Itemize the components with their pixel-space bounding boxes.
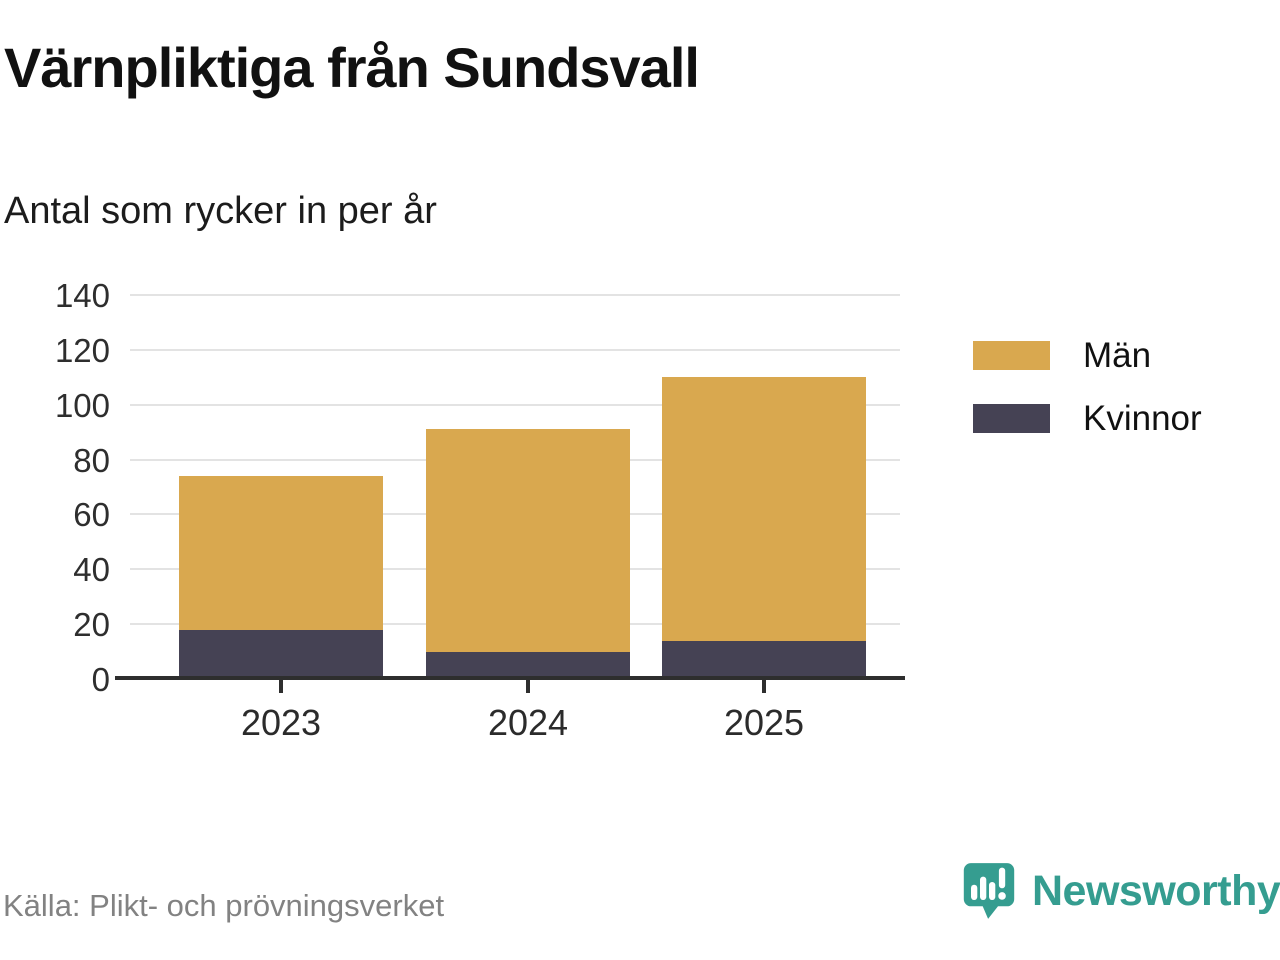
y-tick-label-0: 0 xyxy=(91,661,110,698)
legend-label-män: Män xyxy=(1083,336,1152,375)
y-tick-label-20: 20 xyxy=(73,606,110,644)
bar-2023 xyxy=(179,476,383,679)
bar-segment-kvinnor-2024 xyxy=(426,651,630,679)
x-axis-line xyxy=(115,676,905,680)
y-tick-label-40: 40 xyxy=(73,551,110,589)
gridline-100 xyxy=(130,403,900,406)
legend-item-kvinnor: Kvinnor xyxy=(973,401,1202,436)
bar-2024 xyxy=(426,429,630,679)
bar-segment-kvinnor-2023 xyxy=(179,629,383,679)
brand-logo: Newsworthy xyxy=(962,860,1280,922)
y-tick-label-100: 100 xyxy=(54,386,110,424)
x-tick-label-2023: 2023 xyxy=(240,702,322,743)
legend: Män Kvinnor xyxy=(973,338,1202,436)
legend-item-män: Män xyxy=(973,338,1202,373)
legend-swatch-kvinnor xyxy=(973,404,1050,433)
bar-segment-kvinnor-2025 xyxy=(662,640,866,679)
bar-segment-man-2025 xyxy=(662,377,866,641)
gridline-120 xyxy=(130,348,900,351)
y-tick-label-60: 60 xyxy=(73,496,110,534)
x-tick-label-2024: 2024 xyxy=(487,702,569,743)
x-tick-2025 xyxy=(762,680,766,693)
brand-name: Newsworthy xyxy=(1032,866,1280,915)
legend-label-kvinnor: Kvinnor xyxy=(1083,399,1202,438)
y-tick-label-80: 80 xyxy=(73,441,110,479)
bar-2025 xyxy=(662,377,866,679)
plot-area xyxy=(130,294,900,679)
bar-segment-man-2023 xyxy=(179,476,383,630)
y-tick-label-120: 120 xyxy=(54,331,110,369)
legend-swatch-män xyxy=(973,341,1050,370)
x-tick-2024 xyxy=(526,680,530,693)
x-tick-label-2025: 2025 xyxy=(723,702,805,743)
source-caption: Källa: Plikt- och prövningsverket xyxy=(3,888,445,923)
x-tick-2023 xyxy=(279,680,283,693)
gridline-140 xyxy=(130,294,900,296)
chart-subtitle: Antal som rycker in per år xyxy=(4,190,437,232)
y-tick-label-140: 140 xyxy=(54,277,110,314)
bar-segment-man-2024 xyxy=(426,429,630,652)
chart-title: Värnpliktiga från Sundsvall xyxy=(4,36,700,99)
newsworthy-pin-icon xyxy=(963,863,1015,919)
